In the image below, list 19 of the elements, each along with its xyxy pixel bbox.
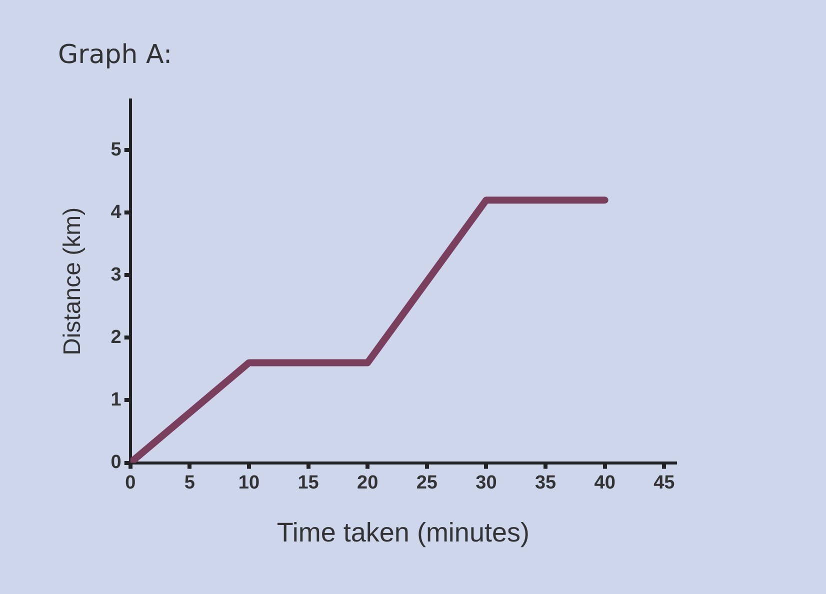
x-tick-label: 45 bbox=[654, 472, 676, 494]
y-tick-label: 3 bbox=[110, 264, 122, 286]
x-tick-label: 10 bbox=[238, 472, 260, 494]
y-tick-label: 2 bbox=[110, 326, 122, 348]
x-tick-label: 40 bbox=[594, 472, 616, 494]
x-tick-label: 5 bbox=[184, 472, 196, 494]
x-tick-label: 25 bbox=[416, 472, 438, 494]
x-tick-label: 15 bbox=[298, 472, 320, 494]
x-tick-label: 30 bbox=[476, 472, 497, 494]
y-tick-label: 5 bbox=[110, 139, 122, 160]
x-axis-title: Time taken (minutes) bbox=[276, 517, 530, 548]
y-tick-label: 1 bbox=[110, 389, 122, 410]
chart-title: Graph A: bbox=[58, 40, 172, 70]
x-tick-label: 35 bbox=[534, 472, 557, 494]
y-axis-title: Distance (km) bbox=[59, 207, 86, 356]
x-tick-label: 20 bbox=[357, 472, 378, 494]
y-tick-label: 0 bbox=[110, 452, 122, 474]
x-tick-label: 0 bbox=[125, 472, 136, 494]
y-tick-label: 4 bbox=[110, 202, 122, 223]
